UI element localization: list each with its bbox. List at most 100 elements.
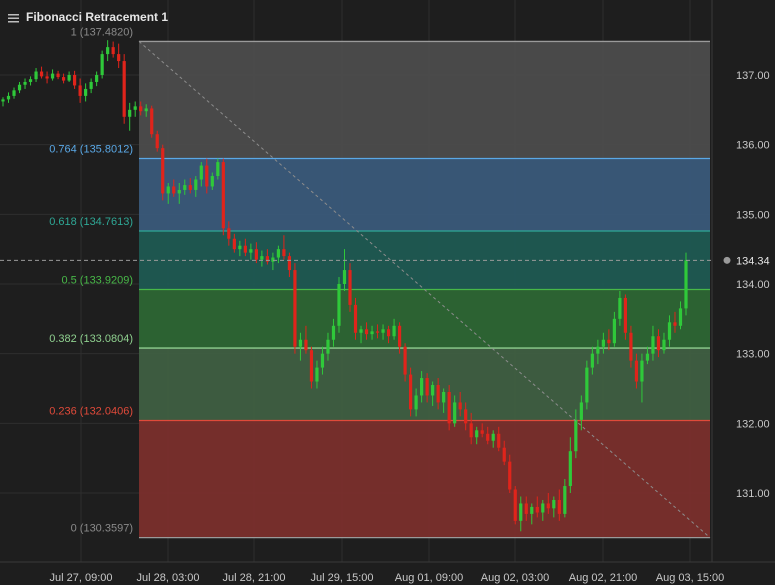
candle-body bbox=[276, 249, 281, 258]
candle-body bbox=[309, 350, 314, 382]
candle-body bbox=[95, 75, 99, 82]
candle-body bbox=[348, 270, 352, 305]
candle-body bbox=[678, 308, 683, 326]
candle-body bbox=[183, 185, 187, 190]
candle-body bbox=[475, 430, 479, 438]
candle-body bbox=[260, 256, 264, 260]
candle-body bbox=[381, 329, 385, 333]
candle-body bbox=[656, 336, 661, 351]
candle-body bbox=[502, 447, 506, 462]
candle-body bbox=[221, 162, 225, 229]
candle-body bbox=[442, 391, 446, 403]
candle-body bbox=[12, 90, 16, 96]
x-tick-label: Jul 29, 15:00 bbox=[311, 572, 374, 584]
candle-body bbox=[497, 433, 501, 448]
x-tick-label: Jul 28, 21:00 bbox=[223, 572, 286, 584]
candle-body bbox=[111, 47, 115, 55]
candle-body bbox=[331, 325, 336, 340]
candle-body bbox=[667, 322, 672, 340]
candle-body bbox=[172, 186, 176, 194]
candle-body bbox=[673, 322, 677, 326]
candle-body bbox=[563, 486, 567, 514]
candle-body bbox=[414, 395, 418, 410]
candle-body bbox=[320, 353, 325, 368]
candle-body bbox=[315, 367, 319, 382]
candle-body bbox=[370, 331, 374, 335]
candle-body bbox=[629, 332, 633, 361]
candle-body bbox=[469, 423, 473, 438]
candle-body bbox=[480, 430, 484, 434]
candle-body bbox=[541, 503, 545, 513]
candle-body bbox=[337, 284, 341, 326]
fib-label-0.236: 0.236 (132.0406) bbox=[49, 406, 133, 418]
candle-body bbox=[210, 176, 214, 187]
candle-body bbox=[431, 385, 435, 396]
y-tick-label: 134.00 bbox=[736, 279, 770, 291]
candle-body bbox=[513, 489, 517, 521]
candle-body bbox=[238, 245, 242, 250]
candle-body bbox=[133, 106, 137, 110]
candle-body bbox=[425, 378, 429, 396]
current-price-marker bbox=[723, 256, 731, 264]
candle-body bbox=[359, 329, 363, 333]
candle-body bbox=[491, 433, 495, 441]
candle-body bbox=[34, 71, 38, 80]
candle-body bbox=[6, 95, 11, 100]
x-tick-label: Aug 02, 21:00 bbox=[569, 572, 638, 584]
candle-body bbox=[155, 134, 159, 149]
candle-body bbox=[254, 249, 258, 260]
candle-body bbox=[645, 353, 650, 361]
candle-body bbox=[662, 339, 666, 351]
candle-body bbox=[39, 71, 44, 77]
overlays bbox=[0, 41, 731, 538]
candle-body bbox=[574, 419, 578, 452]
candle-body bbox=[23, 81, 27, 85]
hamburger-icon[interactable] bbox=[8, 12, 20, 23]
x-tick-label: Aug 03, 15:00 bbox=[656, 572, 725, 584]
candle-body bbox=[56, 73, 60, 78]
candle-body bbox=[458, 402, 462, 410]
candle-body bbox=[684, 260, 688, 309]
candle-body bbox=[612, 318, 616, 344]
candle-body bbox=[524, 503, 528, 514]
candle-body bbox=[205, 165, 209, 187]
y-tick-label: 133.00 bbox=[736, 349, 770, 361]
candle-body bbox=[640, 360, 644, 382]
candle-body bbox=[397, 325, 402, 347]
candle-body bbox=[100, 54, 104, 75]
candle-body bbox=[353, 304, 358, 333]
candle-body bbox=[161, 148, 165, 194]
candle-body bbox=[464, 409, 468, 424]
candle-body bbox=[557, 499, 561, 514]
fib-zone-0.764 bbox=[139, 41, 710, 159]
candle-body bbox=[17, 84, 22, 91]
candle-body bbox=[519, 503, 523, 521]
candle-body bbox=[651, 336, 655, 354]
fib-label-1: 1 (137.4820) bbox=[71, 26, 133, 38]
candle-body bbox=[194, 179, 198, 190]
candle-body bbox=[45, 76, 49, 79]
candle-body bbox=[607, 339, 611, 344]
candle-body bbox=[50, 73, 55, 79]
candle-body bbox=[596, 346, 600, 354]
candle-body bbox=[530, 506, 534, 514]
indicator-title[interactable]: Fibonacci Retracement 1 bbox=[8, 10, 168, 24]
y-tick-label: 131.00 bbox=[736, 488, 770, 500]
candle-body bbox=[271, 257, 275, 262]
candle-body bbox=[447, 391, 451, 424]
candle-body bbox=[117, 54, 121, 62]
candle-body bbox=[106, 47, 110, 55]
candle-body bbox=[601, 339, 605, 347]
candle-body bbox=[287, 256, 292, 271]
candle-body bbox=[618, 297, 622, 319]
candle-body bbox=[282, 249, 286, 257]
y-tick-label: 135.00 bbox=[736, 209, 770, 221]
y-tick-label: 137.00 bbox=[736, 70, 770, 82]
fib-label-0.5: 0.5 (133.9209) bbox=[61, 275, 133, 287]
candle-body bbox=[265, 256, 269, 262]
candle-body bbox=[486, 433, 490, 441]
candle-body bbox=[89, 81, 93, 89]
